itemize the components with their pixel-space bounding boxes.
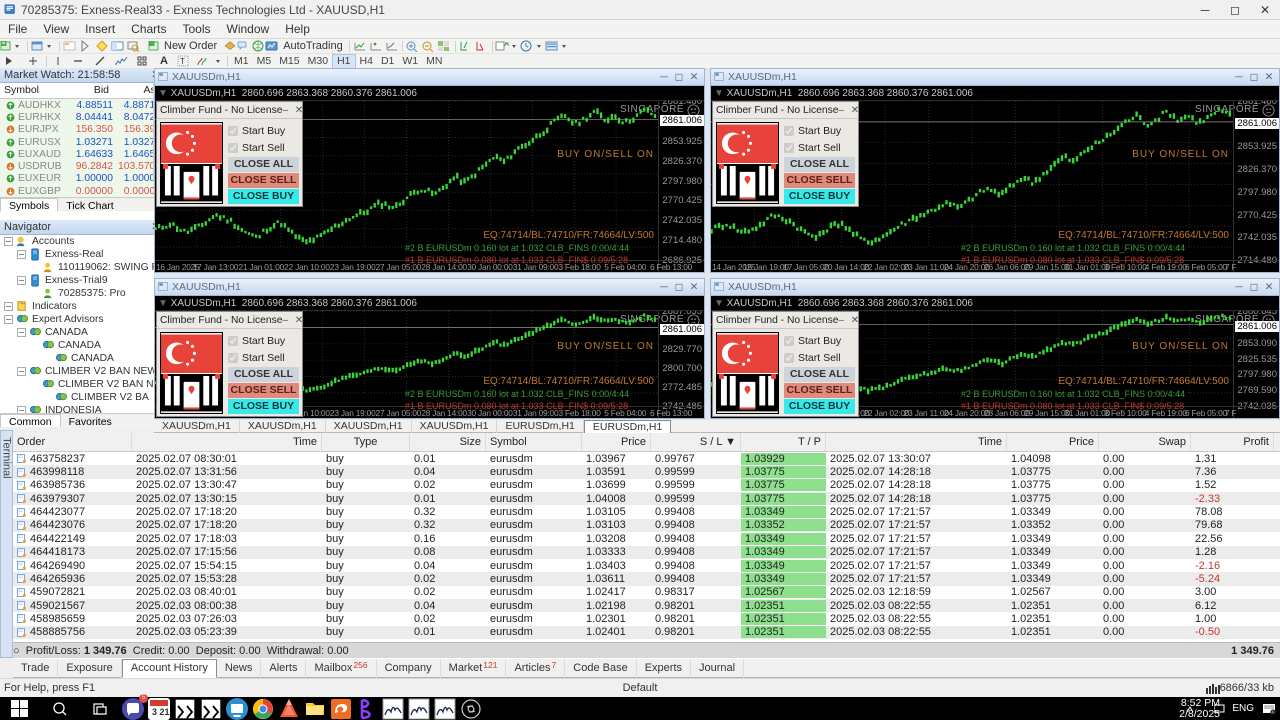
svg-text:3 21: 3 21	[152, 707, 170, 717]
svg-text:T: T	[180, 57, 185, 66]
